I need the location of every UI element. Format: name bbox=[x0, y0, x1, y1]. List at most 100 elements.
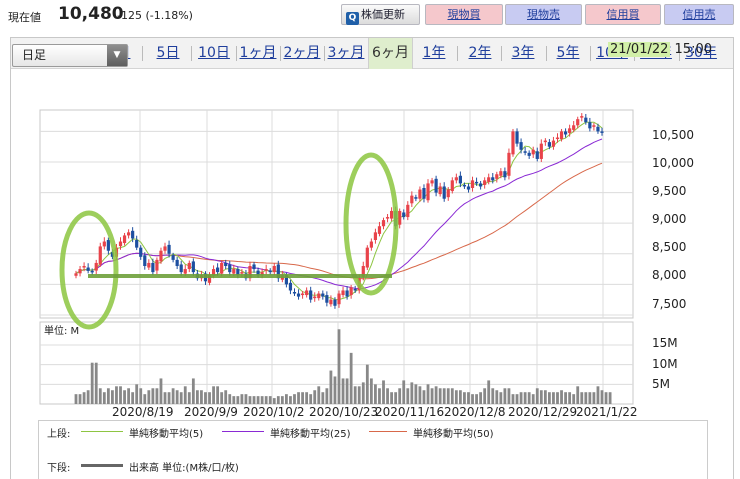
candle-body bbox=[220, 262, 224, 274]
candle-body bbox=[264, 269, 268, 271]
tab-10d[interactable]: 10日 bbox=[198, 45, 230, 61]
candle-body bbox=[341, 290, 345, 296]
candle-body bbox=[284, 275, 288, 285]
candle-body bbox=[410, 195, 414, 204]
candle-body bbox=[296, 293, 301, 297]
volume-bar bbox=[208, 392, 211, 404]
volume-bar bbox=[175, 390, 179, 404]
highlight-circle bbox=[59, 210, 119, 330]
candle-body bbox=[523, 151, 527, 153]
price-tick: 7,500 bbox=[652, 297, 687, 311]
volume-bar bbox=[325, 388, 329, 404]
volume-bar bbox=[248, 396, 252, 404]
candle-body bbox=[503, 171, 507, 178]
volume-bar bbox=[115, 386, 118, 404]
candle-body bbox=[272, 266, 276, 273]
candle-body bbox=[369, 241, 373, 248]
volume-bar bbox=[369, 378, 373, 404]
volume-bar bbox=[82, 392, 86, 404]
candle-body bbox=[462, 184, 467, 187]
volume-bar bbox=[224, 390, 228, 404]
volume-bar bbox=[483, 388, 487, 404]
volume-bar bbox=[499, 392, 503, 404]
tab-1y[interactable]: 1年 bbox=[422, 45, 446, 61]
margin-buy-button[interactable]: 信用買 bbox=[585, 4, 661, 25]
candle-body bbox=[361, 266, 365, 277]
tab-1m[interactable]: 1ヶ月 bbox=[239, 45, 277, 61]
candle-body bbox=[216, 267, 220, 273]
volume-bar bbox=[220, 392, 224, 404]
volume-bar bbox=[442, 388, 446, 404]
candle-body bbox=[317, 293, 321, 299]
volume-bar bbox=[191, 378, 195, 404]
volume-bar bbox=[131, 392, 135, 404]
volume-bar bbox=[264, 396, 268, 404]
volume-bar bbox=[179, 392, 183, 404]
volume-bar bbox=[171, 388, 175, 404]
chart-type-select[interactable]: 日足 ▼ bbox=[12, 44, 128, 67]
candle-body bbox=[353, 288, 357, 291]
tab-5y[interactable]: 5年 bbox=[556, 45, 580, 61]
volume-bar bbox=[333, 376, 337, 404]
candle-body bbox=[248, 266, 252, 279]
volume-bar bbox=[410, 382, 414, 404]
candle-body bbox=[539, 143, 543, 159]
candle-body bbox=[531, 149, 535, 155]
tab-30y[interactable]: 30年 bbox=[685, 45, 717, 61]
spot-buy-button[interactable]: 現物買 bbox=[425, 4, 503, 25]
candle-body bbox=[74, 273, 78, 276]
volume-bar bbox=[604, 392, 608, 404]
volume-bar bbox=[438, 388, 442, 404]
volume-bar bbox=[523, 392, 527, 404]
volume-bar bbox=[572, 394, 576, 404]
volume-bar bbox=[102, 392, 106, 404]
candle-body bbox=[106, 240, 110, 251]
volume-bar bbox=[86, 390, 90, 404]
candle-body bbox=[390, 210, 394, 219]
volume-bar bbox=[183, 386, 187, 404]
volume-bar bbox=[365, 364, 369, 404]
candle-body bbox=[305, 290, 309, 296]
candle-body bbox=[495, 174, 499, 179]
volume-bar bbox=[167, 392, 171, 404]
tab-2m[interactable]: 2ヶ月 bbox=[283, 45, 321, 61]
candle-body bbox=[300, 293, 305, 296]
volume-tick: 15M bbox=[652, 336, 678, 350]
tab-3m[interactable]: 3ヶ月 bbox=[327, 45, 365, 61]
candle-body bbox=[580, 116, 584, 118]
spot-sell-button[interactable]: 現物売 bbox=[505, 4, 582, 25]
volume-bar bbox=[507, 388, 511, 404]
margin-sell-button[interactable]: 信用売 bbox=[664, 4, 734, 25]
candle-body bbox=[110, 252, 115, 257]
tab-5d[interactable]: 5日 bbox=[156, 45, 180, 61]
volume-bar bbox=[608, 392, 612, 404]
candle-body bbox=[559, 131, 564, 140]
candle-body bbox=[224, 262, 228, 266]
volume-bar bbox=[430, 388, 434, 404]
volume-bar bbox=[487, 380, 491, 404]
volume-bar bbox=[471, 394, 474, 404]
tab-2y[interactable]: 2年 bbox=[468, 45, 492, 61]
chart-type-value: 日足 bbox=[22, 48, 47, 62]
candle-body bbox=[309, 290, 313, 300]
volume-bar bbox=[123, 390, 126, 404]
current-price-label: 現在値 bbox=[8, 11, 41, 24]
legend-upper-label: 上段: bbox=[47, 429, 71, 440]
candle-body bbox=[240, 272, 244, 274]
candle-body bbox=[454, 177, 458, 181]
candle-body bbox=[442, 186, 446, 199]
candle-body bbox=[563, 131, 568, 135]
price-tick: 8,000 bbox=[652, 268, 687, 282]
chart-date: 21/01/22 bbox=[608, 42, 671, 57]
tab-6m[interactable]: 6ヶ月 bbox=[368, 38, 413, 69]
tab-3y[interactable]: 3年 bbox=[511, 45, 535, 61]
price-tick: 10,500 bbox=[652, 128, 694, 142]
volume-bar bbox=[422, 390, 426, 404]
volume-bar bbox=[576, 386, 580, 404]
candle-body bbox=[499, 171, 503, 176]
price-panel bbox=[39, 109, 634, 319]
volume-bar bbox=[414, 384, 418, 404]
refresh-price-button[interactable]: Q 株価更新 bbox=[341, 4, 420, 25]
highlight-circle bbox=[343, 152, 399, 296]
volume-bar bbox=[244, 394, 248, 404]
